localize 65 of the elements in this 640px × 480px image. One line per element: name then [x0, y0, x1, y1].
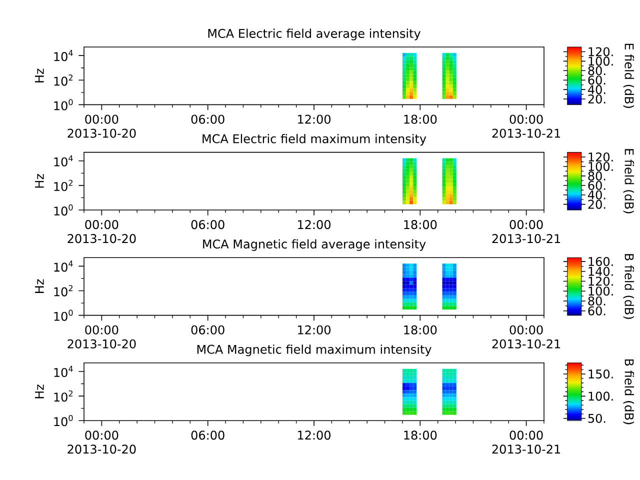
x-tick-label: 12:00 [298, 325, 330, 334]
color-bar-label: 60. [588, 180, 606, 190]
color-bar-label: 140. [588, 266, 613, 276]
color-bar-label: 20. [588, 94, 606, 104]
x-tick-label: 12:00 [298, 114, 330, 124]
x-tick-label: 00:00 2013-10-21 [492, 430, 560, 454]
x-tick-label: 18:00 [404, 325, 437, 334]
color-bar-label: 120. [588, 47, 613, 56]
x-tick-label: 18:00 [404, 114, 437, 124]
x-tick-label: 18:00 [404, 220, 437, 230]
color-bar-title: B field (dB) [623, 254, 634, 319]
y-tick-label: 10$^{4}$ [54, 260, 73, 272]
x-tick-label: 06:00 [191, 430, 224, 440]
color-bar-title: E field (dB) [623, 149, 634, 214]
y-tick-label: 10$^{0}$ [54, 414, 73, 426]
color-bar-label: 160. [588, 257, 613, 266]
y-tick-label: 10$^{2}$ [54, 390, 72, 402]
color-bar-title: B field (dB) [623, 359, 634, 424]
y-tick-label: 10$^{0}$ [54, 204, 73, 216]
x-tick-label: 00:00 2013-10-20 [68, 114, 136, 138]
y-axis-title: Hz [35, 279, 44, 293]
color-bar-label: 40. [588, 190, 606, 200]
y-axis-title: Hz [35, 68, 44, 82]
x-tick-label: 00:00 2013-10-20 [68, 325, 136, 348]
color-bar-label: 150. [588, 369, 613, 379]
x-tick-label: 00:00 2013-10-20 [68, 220, 136, 244]
color-bar-label: 40. [588, 85, 606, 94]
chart-title: MCA Electric field maximum intensity [202, 134, 426, 146]
x-tick-label: 00:00 2013-10-21 [492, 325, 560, 348]
color-bar-label: 100. [588, 162, 613, 172]
color-bar-label: 60. [588, 306, 606, 316]
chart-title: MCA Magnetic field average intensity [203, 239, 426, 251]
x-tick-label: 12:00 [298, 220, 330, 230]
y-tick-label: 10$^{4}$ [54, 155, 73, 166]
color-bar-label: 100. [588, 56, 613, 66]
color-bar-label: 80. [588, 66, 606, 76]
x-tick-label: 06:00 [191, 220, 224, 230]
color-bar-title: E field (dB) [623, 44, 634, 108]
y-tick-label: 10$^{2}$ [54, 180, 72, 192]
x-tick-label: 06:00 [191, 325, 224, 334]
color-bar-label: 80. [588, 171, 606, 180]
color-bar-label: 50. [588, 414, 606, 423]
y-axis-title: Hz [35, 384, 44, 398]
x-tick-label: 00:00 2013-10-20 [68, 430, 136, 454]
color-bar-label: 120. [588, 276, 613, 286]
color-bar-label: 120. [588, 152, 613, 162]
color-bar-label: 60. [588, 76, 606, 85]
chart-title: MCA Electric field average intensity [208, 28, 421, 40]
x-tick-label: 00:00 2013-10-21 [492, 220, 560, 244]
y-tick-label: 10$^{0}$ [54, 310, 73, 321]
y-tick-label: 10$^{4}$ [54, 50, 73, 62]
color-bar-label: 20. [588, 200, 606, 209]
y-tick-label: 10$^{4}$ [54, 366, 73, 378]
chart-title: MCA Magnetic field maximum intensity [197, 344, 432, 356]
y-tick-label: 10$^{0}$ [54, 99, 73, 110]
x-tick-label: 18:00 [404, 430, 437, 440]
color-bar-label: 80. [588, 296, 606, 306]
y-axis-title: Hz [35, 174, 44, 188]
x-tick-label: 12:00 [298, 430, 330, 440]
y-tick-label: 10$^{2}$ [54, 74, 72, 86]
x-tick-label: 06:00 [191, 114, 224, 124]
y-tick-label: 10$^{2}$ [54, 285, 72, 296]
color-bar-label: 100. [588, 392, 613, 401]
color-bar-label: 100. [588, 286, 613, 296]
x-tick-label: 00:00 2013-10-21 [492, 114, 560, 138]
